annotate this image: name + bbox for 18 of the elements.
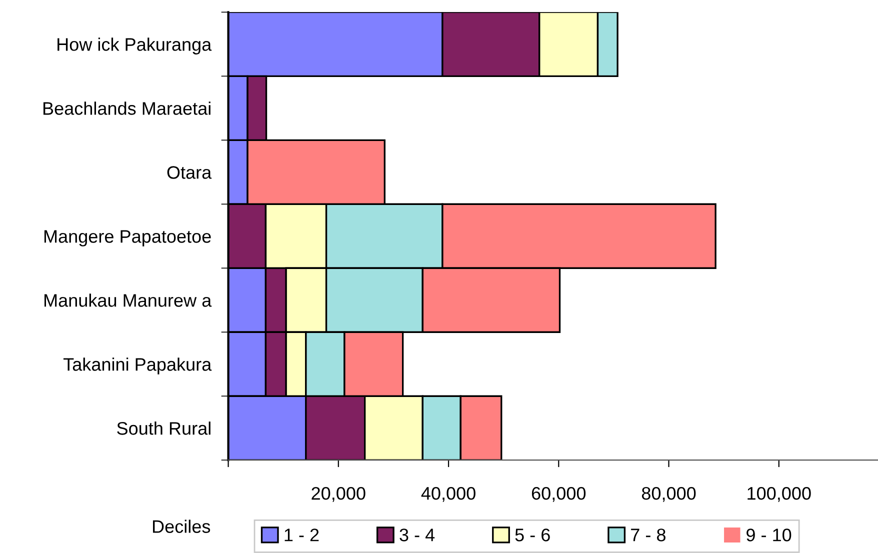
- legend-label: 1 - 2: [284, 528, 319, 542]
- y-tick-label: Mangere Papatoetoe: [44, 230, 211, 246]
- y-tick-label: How ick Pakuranga: [58, 38, 212, 54]
- y-tick-label: South Rural: [117, 422, 210, 435]
- legend-label: 7 - 8: [631, 528, 666, 542]
- legend-label: 5 - 6: [515, 528, 550, 542]
- x-tick-label: 40,000: [421, 486, 476, 502]
- x-tick-label: 20,000: [312, 486, 366, 502]
- x-tick-label: 60,000: [532, 486, 586, 502]
- legend-title: Deciles: [153, 520, 210, 533]
- legend-label: 3 - 4: [400, 528, 435, 542]
- y-tick-label: Otara: [167, 166, 212, 179]
- x-tick-label: 80,000: [642, 486, 696, 502]
- y-tick-label: Takanini Papakura: [63, 358, 212, 374]
- y-tick-label: Manukau Manurew a: [44, 294, 212, 307]
- x-tick-label: 100,000: [748, 486, 811, 502]
- y-tick-label: Beachlands Maraetai: [43, 102, 210, 115]
- legend-label: 9 - 10: [746, 528, 792, 542]
